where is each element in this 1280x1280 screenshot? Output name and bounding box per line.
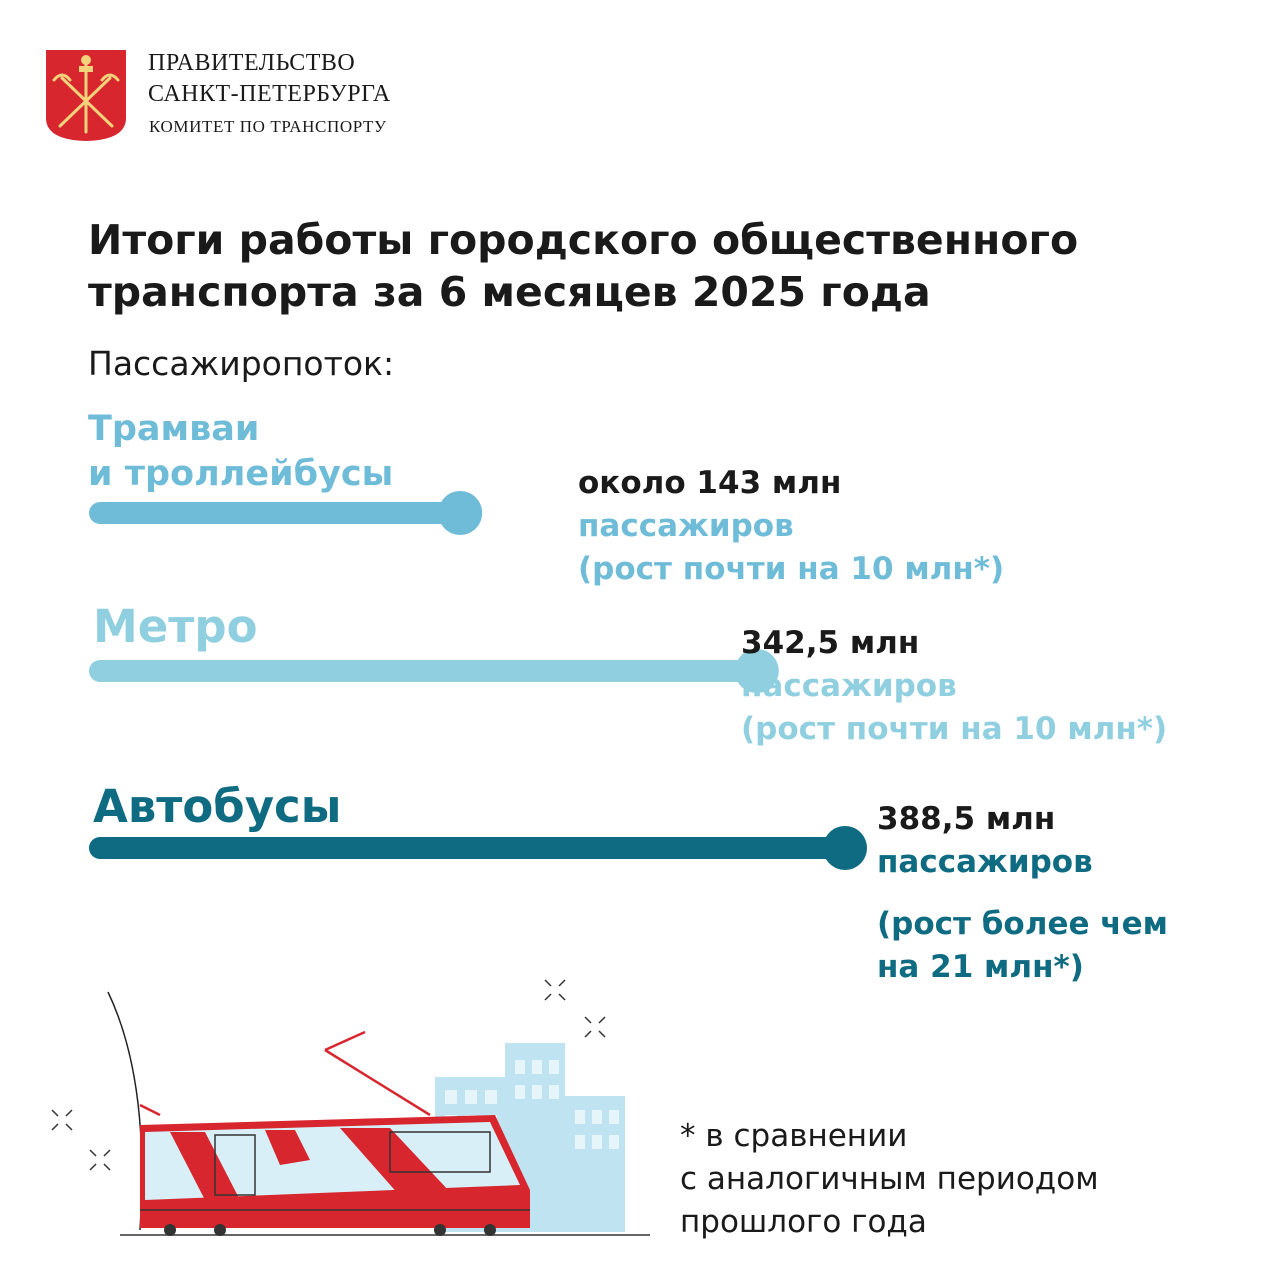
data-label-bus-unit: пассажиров (877, 844, 1093, 880)
data-label-bus-value: 388,5 млн (877, 801, 1056, 837)
org-name-line1: ПРАВИТЕЛЬСТВО (148, 50, 356, 76)
spb-coat-of-arms-icon (44, 48, 128, 142)
tram-and-buildings-icon (40, 960, 680, 1260)
chart-title-line2: транспорта за 6 месяцев 2025 года (88, 268, 931, 316)
data-label-bus: 388,5 млн пассажиров (рост более чем на … (877, 798, 1168, 989)
data-label-metro: 342,5 млн пассажиров (рост почти на 10 м… (741, 622, 1167, 751)
category-label-tram-line2: и троллейбусы (88, 454, 394, 494)
chart-title: Итоги работы городского общественного тр… (88, 214, 1208, 318)
data-label-bus-growth-line2: на 21 млн*) (877, 949, 1084, 985)
chart-title-line1: Итоги работы городского общественного (88, 216, 1079, 264)
footnote: * в сравнении с аналогичным периодом про… (680, 1115, 1099, 1244)
org-committee: КОМИТЕТ ПО ТРАНСПОРТУ (149, 117, 387, 136)
footnote-line1: * в сравнении (680, 1118, 908, 1154)
category-label-metro: Метро (93, 600, 258, 653)
category-label-tram: Трамваи и троллейбусы (88, 407, 393, 497)
data-label-tram: около 143 млн пассажиров (рост почти на … (578, 462, 1004, 591)
org-name-line2: САНКТ-ПЕТЕРБУРГА (148, 81, 391, 107)
bar-end-dot-metro (734, 649, 779, 693)
data-label-tram-value: около 143 млн (578, 465, 842, 501)
bar-end-dot-tram (438, 491, 483, 535)
bar-end-dot-bus (823, 826, 867, 870)
chart-subtitle: Пассажиропоток: (88, 344, 395, 383)
data-label-metro-value: 342,5 млн (741, 625, 920, 661)
category-label-tram-line1: Трамваи (88, 409, 260, 449)
category-label-bus: Автобусы (93, 780, 342, 833)
data-label-metro-growth: (рост почти на 10 млн*) (741, 711, 1168, 747)
data-label-metro-unit: пассажиров (741, 668, 957, 704)
data-label-bus-growth-line1: (рост более чем (877, 906, 1168, 942)
footnote-line3: прошлого года (680, 1204, 927, 1240)
data-label-tram-unit: пассажиров (578, 508, 794, 544)
footnote-line2: с аналогичным периодом (680, 1161, 1099, 1197)
data-label-tram-growth: (рост почти на 10 млн*) (578, 551, 1005, 587)
